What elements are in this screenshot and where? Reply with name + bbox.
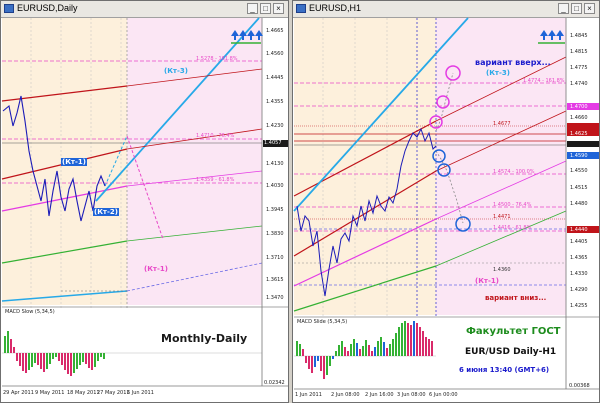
date-axis-label: 9 May 2011: [35, 390, 65, 396]
window-title: EURUSD,Daily: [17, 3, 78, 13]
window-titlebar[interactable]: EURUSD,H1 _ □ ×: [293, 1, 599, 18]
price-axis-label: 1.3615: [266, 277, 284, 283]
price-axis-label: 1.4255: [570, 303, 588, 309]
wave-label-kt1-down: (Кт-1): [144, 265, 168, 273]
fib-label: 1.4500 - 76.4%: [493, 202, 532, 208]
date-axis-label: 27 May 2011: [97, 390, 130, 396]
window-title: EURUSD,H1: [309, 3, 362, 13]
price-axis-label: 1.4440: [570, 227, 588, 233]
price-axis-label: 1.4515: [570, 185, 588, 191]
h1-chart-canvas: [293, 17, 599, 390]
wave-label-kt1: (Кт-1): [61, 158, 87, 166]
chart-window-daily[interactable]: EURUSD,Daily _ □ ×: [0, 0, 289, 403]
price-axis-label: 1.4815: [570, 49, 588, 55]
daily-chart-canvas: [1, 17, 288, 387]
macd-label: MACD Slide (5,34,5): [297, 319, 348, 325]
current-price-label: 1.4057: [264, 140, 282, 146]
chart-window-h1[interactable]: EURUSD,H1 _ □ ×: [292, 0, 600, 403]
date-axis-label: 3 Jun 08:00: [397, 392, 426, 398]
date-axis-label: 6 Jun 00:00: [429, 392, 458, 398]
macd-axis-label: 0.00368: [569, 383, 590, 389]
faculty-text: Факультет ГОСТ: [466, 326, 561, 337]
datetime-text: 6 июня 13:40 (GMT+6): [459, 366, 550, 374]
fib-label: 1.4360: [493, 267, 511, 273]
window-titlebar[interactable]: EURUSD,Daily _ □ ×: [1, 1, 288, 18]
wave-label-kt3: (Кт-3): [486, 69, 510, 77]
price-axis-label: 1.3945: [266, 207, 284, 213]
date-axis-label: 18 May 2011: [67, 390, 100, 396]
price-axis-label: 1.4560: [266, 51, 284, 57]
fib-label: 1.4710 - 76.4%: [196, 133, 235, 139]
maximize-icon[interactable]: □: [260, 3, 271, 14]
price-axis-label: 1.4775: [570, 65, 588, 71]
minimize-icon[interactable]: _: [247, 3, 258, 14]
macd-label: MACD Slow (5,34,5): [5, 309, 55, 315]
price-axis-label: 1.4290: [570, 287, 588, 293]
close-icon[interactable]: ×: [273, 3, 284, 14]
variant-down-label: вариант вниз...: [485, 294, 547, 302]
date-axis-label: 2 Jun 16:00: [365, 392, 394, 398]
minimize-icon[interactable]: _: [558, 3, 569, 14]
chart-icon: [4, 4, 14, 13]
price-axis-label: 1.4030: [266, 183, 284, 189]
price-axis-label: 1.4660: [570, 115, 588, 121]
close-icon[interactable]: ×: [584, 3, 595, 14]
date-axis-label: 6 Jun 2011: [127, 390, 154, 396]
price-axis-label: 1.4550: [570, 168, 588, 174]
price-axis-label: 1.4130: [266, 161, 284, 167]
panel-text: Monthly-Daily: [161, 332, 248, 345]
fib-label: 1.5278 - 161.8%: [196, 56, 238, 62]
price-axis-label: 1.4330: [570, 271, 588, 277]
fib-label: 1.4359 - 61.8%: [196, 177, 235, 183]
wave-label-kt2: (Кт-2): [93, 208, 119, 216]
price-axis-label: 1.4355: [266, 99, 284, 105]
price-axis-label: 1.4700: [570, 104, 588, 110]
price-axis-label: 1.4665: [266, 28, 284, 34]
arrows-up-icon: [540, 30, 564, 40]
price-axis-label: 1.3830: [266, 231, 284, 237]
price-axis-label: 1.4480: [570, 201, 588, 207]
wave-label-kt3: (Кт-3): [164, 67, 188, 75]
arrows-up-icon: [231, 30, 263, 40]
price-axis-label: 1.4230: [266, 123, 284, 129]
pair-text: EUR/USD Daily-H1: [465, 347, 557, 357]
price-axis-label: 1.4740: [570, 81, 588, 87]
fib-label: 1.4471: [493, 214, 511, 220]
price-axis-label: 1.4625: [570, 131, 588, 137]
date-axis-label: 2 Jun 08:00: [331, 392, 360, 398]
maximize-icon[interactable]: □: [571, 3, 582, 14]
chart-icon: [296, 4, 306, 13]
price-axis-label: 1.4445: [266, 75, 284, 81]
price-axis-label: 1.3710: [266, 255, 284, 261]
fib-label: 1.4416 - 61.8%: [493, 225, 532, 231]
date-axis-label: 29 Apr 2011: [3, 390, 34, 396]
fib-label: 1.4677: [493, 121, 511, 127]
price-axis-label: 1.4845: [570, 33, 588, 39]
price-axis-label: 1.4365: [570, 255, 588, 261]
price-axis-label: 1.4590: [570, 153, 588, 159]
fib-label: 1.4574 - 100.0%: [493, 169, 535, 175]
date-axis-label: 1 Jun 2011: [295, 392, 322, 398]
variant-up-label: вариант вверх...: [475, 58, 551, 67]
price-axis-label: 1.3470: [266, 295, 284, 301]
macd-axis-label: 0.02342: [264, 380, 285, 386]
wave-label-kt1: (Кт-1): [475, 277, 499, 285]
price-axis-label: 1.4405: [570, 239, 588, 245]
fib-label: 1.4774 - 161.8%: [523, 78, 565, 84]
